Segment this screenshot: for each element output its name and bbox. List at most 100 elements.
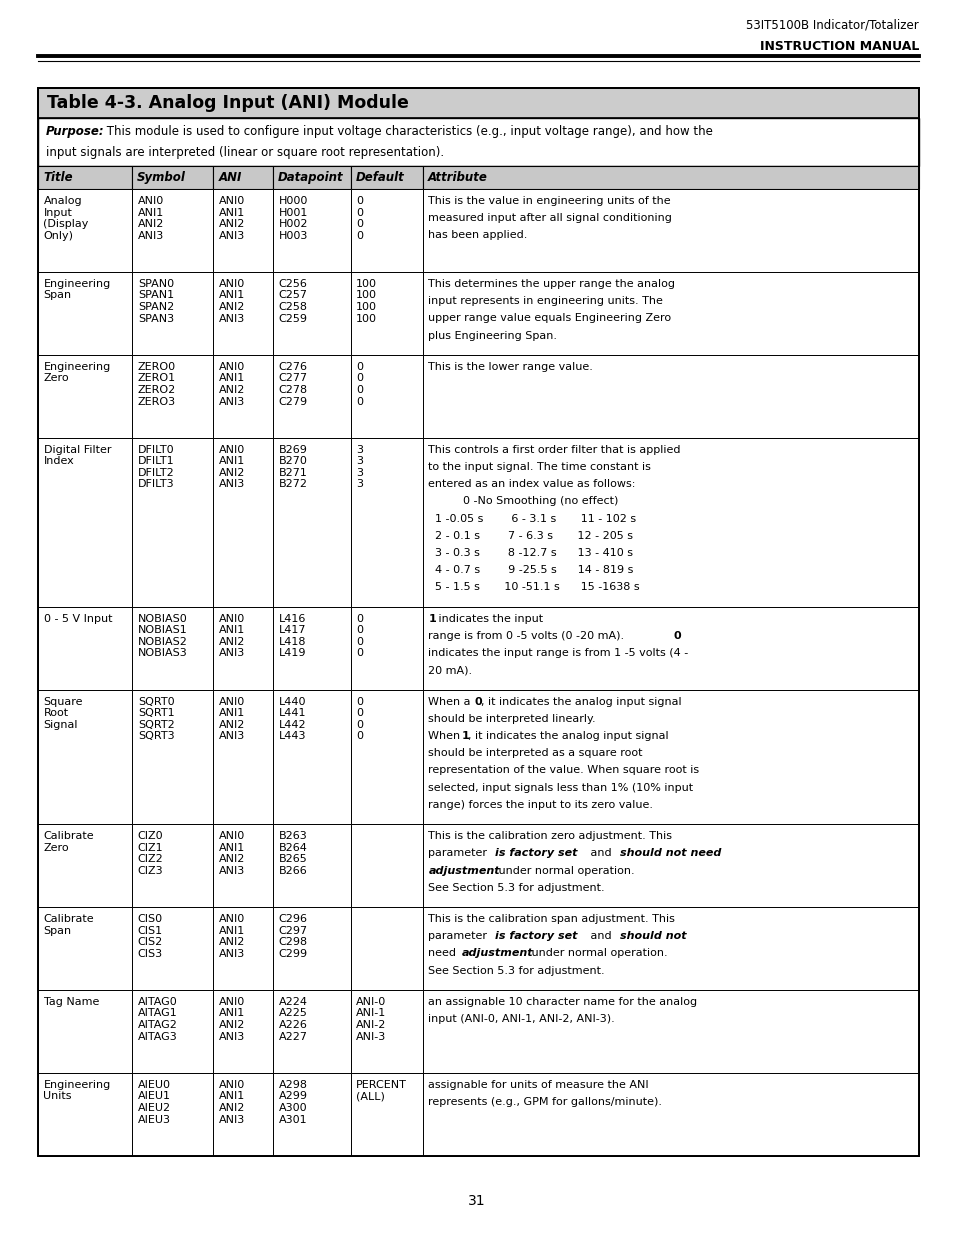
Text: upper range value equals Engineering Zero: upper range value equals Engineering Zer… [428,314,671,324]
Text: ANI0
ANI1
ANI2
ANI3: ANI0 ANI1 ANI2 ANI3 [218,445,245,489]
Text: plus Engineering Span.: plus Engineering Span. [428,331,557,341]
Bar [38,119,918,165]
Text: Datapoint: Datapoint [278,170,343,184]
Text: ANI0
ANI1
ANI2
ANI3: ANI0 ANI1 ANI2 ANI3 [218,279,245,324]
Text: Analog
Input
(Display
Only): Analog Input (Display Only) [44,196,89,241]
Bar [38,824,132,906]
Text: AITAG0
AITAG1
AITAG2
AITAG3: AITAG0 AITAG1 AITAG2 AITAG3 [137,997,177,1041]
Text: input (ANI-0, ANI-1, ANI-2, ANI-3).: input (ANI-0, ANI-1, ANI-2, ANI-3). [428,1014,615,1024]
Text: should be interpreted linearly.: should be interpreted linearly. [428,714,596,724]
Bar [132,990,213,1073]
Text: L416
L417
L418
L419: L416 L417 L418 L419 [278,614,306,658]
Text: INSTRUCTION MANUAL: INSTRUCTION MANUAL [759,40,918,53]
Text: This is the calibration span adjustment. This: This is the calibration span adjustment.… [428,914,675,924]
Text: entered as an index value as follows:: entered as an index value as follows: [428,479,636,489]
Text: 1: 1 [428,614,436,624]
Text: Default: Default [355,170,404,184]
Text: assignable for units of measure the ANI: assignable for units of measure the ANI [428,1079,648,1089]
Bar [351,1073,422,1156]
Text: Tag Name: Tag Name [44,997,99,1007]
Bar [213,354,273,437]
Text: has been applied.: has been applied. [428,231,527,241]
Text: A298
A299
A300
A301: A298 A299 A300 A301 [278,1079,308,1125]
Bar [273,272,351,354]
Text: under normal operation.: under normal operation. [494,866,634,876]
Text: ZERO0
ZERO1
ZERO2
ZERO3: ZERO0 ZERO1 ZERO2 ZERO3 [137,362,176,406]
Bar [422,906,918,990]
Text: A224
A225
A226
A227: A224 A225 A226 A227 [278,997,308,1041]
Bar [213,906,273,990]
Text: measured input after all signal conditioning: measured input after all signal conditio… [428,214,672,224]
Text: C256
C257
C258
C259: C256 C257 C258 C259 [278,279,308,324]
Text: This is the calibration zero adjustment. This: This is the calibration zero adjustment.… [428,831,672,841]
Text: parameter: parameter [428,931,491,941]
Text: 20 mA).: 20 mA). [428,666,472,676]
Text: need: need [428,948,459,958]
Text: B263
B264
B265
B266: B263 B264 B265 B266 [278,831,307,876]
Text: Square
Root
Signal: Square Root Signal [44,697,83,730]
Text: 0: 0 [475,697,482,706]
Bar [351,606,422,689]
Text: ANI0
ANI1
ANI2
ANI3: ANI0 ANI1 ANI2 ANI3 [218,697,245,741]
Text: 31: 31 [468,1194,485,1208]
Text: This controls a first order filter that is applied: This controls a first order filter that … [428,445,680,454]
Bar [351,824,422,906]
Text: should not: should not [619,931,686,941]
Bar [351,354,422,437]
Text: This module is used to configure input voltage characteristics (e.g., input volt: This module is used to configure input v… [103,125,713,138]
Text: Table 4-3. Analog Input (ANI) Module: Table 4-3. Analog Input (ANI) Module [47,94,409,112]
Bar [132,1073,213,1156]
Bar [273,689,351,824]
Text: Engineering
Zero: Engineering Zero [44,362,111,383]
Bar [422,189,918,272]
Text: PERCENT
(ALL): PERCENT (ALL) [355,1079,407,1102]
Bar [213,165,273,189]
Text: This determines the upper range the analog: This determines the upper range the anal… [428,279,675,289]
Bar [213,990,273,1073]
Bar [422,437,918,606]
Bar [422,689,918,824]
Text: 4 - 0.7 s        9 -25.5 s      14 - 819 s: 4 - 0.7 s 9 -25.5 s 14 - 819 s [428,566,633,576]
Text: ANI0
ANI1
ANI2
ANI3: ANI0 ANI1 ANI2 ANI3 [218,196,245,241]
Text: H000
H001
H002
H003: H000 H001 H002 H003 [278,196,308,241]
Text: an assignable 10 character name for the analog: an assignable 10 character name for the … [428,997,697,1007]
Text: is factory set: is factory set [494,931,577,941]
Text: should not need: should not need [619,848,720,858]
Text: to the input signal. The time constant is: to the input signal. The time constant i… [428,462,651,472]
Bar [132,165,213,189]
Text: Attribute: Attribute [428,170,487,184]
Bar [213,606,273,689]
Text: 1: 1 [461,731,469,741]
Text: input represents in engineering units. The: input represents in engineering units. T… [428,296,662,306]
Bar [213,1073,273,1156]
Text: ANI0
ANI1
ANI2
ANI3: ANI0 ANI1 ANI2 ANI3 [218,831,245,876]
Text: This is the lower range value.: This is the lower range value. [428,362,593,372]
Text: 100
100
100
100: 100 100 100 100 [355,279,376,324]
Text: SPAN0
SPAN1
SPAN2
SPAN3: SPAN0 SPAN1 SPAN2 SPAN3 [137,279,173,324]
Text: NOBIAS0
NOBIAS1
NOBIAS2
NOBIAS3: NOBIAS0 NOBIAS1 NOBIAS2 NOBIAS3 [137,614,188,658]
Bar [422,354,918,437]
Text: 1 -0.05 s        6 - 3.1 s       11 - 102 s: 1 -0.05 s 6 - 3.1 s 11 - 102 s [428,514,636,524]
Bar [422,165,918,189]
Bar [422,272,918,354]
Text: ANI0
ANI1
ANI2
ANI3: ANI0 ANI1 ANI2 ANI3 [137,196,164,241]
Text: 3 - 0.3 s        8 -12.7 s      13 - 410 s: 3 - 0.3 s 8 -12.7 s 13 - 410 s [428,548,633,558]
Bar [132,824,213,906]
Text: Engineering
Span: Engineering Span [44,279,111,300]
Bar [273,189,351,272]
Text: ANI0
ANI1
ANI2
ANI3: ANI0 ANI1 ANI2 ANI3 [218,1079,245,1125]
Bar [273,906,351,990]
Text: 3
3
3
3: 3 3 3 3 [355,445,363,489]
Bar [132,437,213,606]
Bar [38,437,132,606]
Bar [38,165,132,189]
Text: Calibrate
Span: Calibrate Span [44,914,94,936]
Text: 53IT5100B Indicator/Totalizer: 53IT5100B Indicator/Totalizer [745,19,918,31]
Bar [273,990,351,1073]
Text: Symbol: Symbol [137,170,186,184]
Bar [273,824,351,906]
Text: under normal operation.: under normal operation. [527,948,666,958]
Bar [132,272,213,354]
Bar [422,606,918,689]
Bar [213,689,273,824]
